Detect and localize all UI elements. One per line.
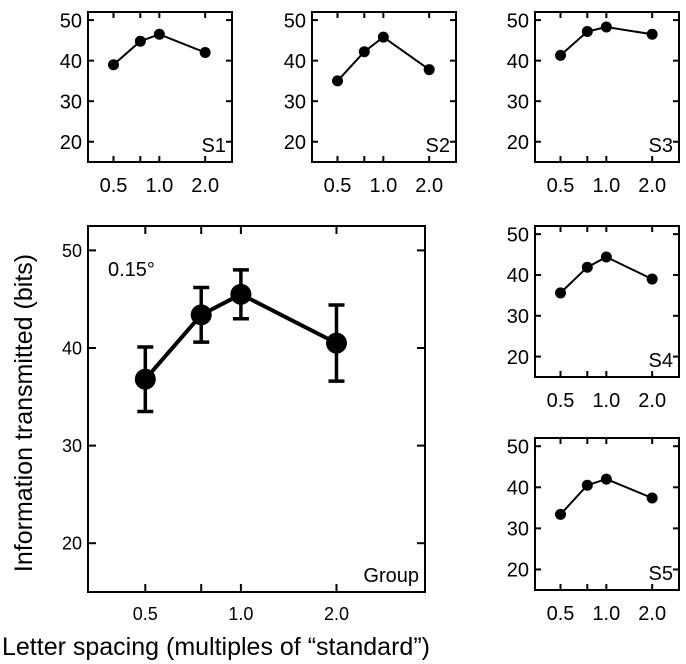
x-tick-label: 1.0 <box>592 175 620 197</box>
data-point <box>581 479 593 491</box>
series-line <box>143 292 338 381</box>
y-tick-label: 50 <box>60 10 82 32</box>
data-point <box>332 75 344 87</box>
data-point <box>600 251 612 263</box>
x-tick-label: 2.0 <box>191 175 219 197</box>
x-tick-label: 2.0 <box>638 603 666 625</box>
y-tick-label: 40 <box>60 51 82 73</box>
data-point <box>358 46 370 58</box>
series-line <box>559 25 653 57</box>
panel-s1: 20 30 40 50 0.5 1.0 2.0 S1 <box>60 10 233 197</box>
x-tick-label: 0.5 <box>547 175 575 197</box>
y-tick-label: 50 <box>284 10 306 32</box>
y-tick-label: 20 <box>507 560 529 582</box>
data-point <box>153 28 165 40</box>
data-point <box>600 21 612 33</box>
panel-label: Group <box>363 565 419 587</box>
x-tick-label: 0.5 <box>547 390 575 412</box>
x-tick-label: 2.0 <box>324 604 349 624</box>
chart-panels: 20 30 40 50 0.5 1.0 2.0 Group 0.15° 20 30 40 50 0.5 1.… <box>60 10 680 625</box>
x-tick-label: 1.0 <box>592 603 620 625</box>
y-tick-label: 30 <box>507 91 529 113</box>
x-tick-label: 1.0 <box>592 390 620 412</box>
y-tick-label: 20 <box>507 347 529 369</box>
series-line <box>336 35 430 82</box>
x-tick-label: 1.0 <box>228 604 253 624</box>
x-tick-label: 0.5 <box>547 603 575 625</box>
y-tick-label: 20 <box>60 132 82 154</box>
panel-s3: 20 30 40 50 0.5 1.0 2.0 S3 <box>507 10 680 197</box>
x-tick-label: 1.0 <box>369 175 397 197</box>
data-point <box>230 283 252 305</box>
data-point <box>581 261 593 273</box>
data-point <box>555 287 567 299</box>
panel-label: S5 <box>649 563 673 585</box>
y-tick-label: 50 <box>507 224 529 246</box>
series-line <box>559 478 653 516</box>
series-line <box>112 33 206 66</box>
x-tick-label: 2.0 <box>638 175 666 197</box>
data-point <box>199 47 211 59</box>
y-tick-label: 30 <box>62 436 82 456</box>
data-point <box>134 368 156 390</box>
x-tick-label: 2.0 <box>415 175 443 197</box>
figure-y-axis-label: Information transmitted (bits) <box>10 254 38 572</box>
series-line <box>559 255 653 294</box>
data-point <box>190 304 212 326</box>
y-tick-label: 40 <box>507 51 529 73</box>
x-tick-label: 1.0 <box>145 175 173 197</box>
y-tick-label: 20 <box>62 534 82 554</box>
panel-label: S2 <box>426 135 450 157</box>
data-point <box>555 508 567 520</box>
plot-frame <box>87 225 426 593</box>
data-point <box>646 492 658 504</box>
data-point <box>555 49 567 61</box>
data-point <box>423 64 435 76</box>
data-point <box>108 59 120 71</box>
panel-group: 20 30 40 50 0.5 1.0 2.0 Group 0.15° <box>62 225 426 624</box>
y-tick-label: 40 <box>284 51 306 73</box>
data-point <box>325 332 347 354</box>
panel-label: S4 <box>649 350 673 372</box>
y-tick-label: 20 <box>284 132 306 154</box>
data-point <box>377 31 389 43</box>
data-point <box>600 473 612 485</box>
data-point <box>134 35 146 47</box>
x-tick-label: 0.5 <box>100 175 128 197</box>
eccentricity-annotation: 0.15° <box>108 259 155 281</box>
y-tick-label: 30 <box>507 306 529 328</box>
y-tick-label: 20 <box>507 132 529 154</box>
x-tick-label: 0.5 <box>133 604 158 624</box>
panel-label: S1 <box>202 135 226 157</box>
y-tick-label: 40 <box>507 265 529 287</box>
data-point <box>646 28 658 40</box>
y-tick-label: 30 <box>284 91 306 113</box>
panel-s4: 20 30 40 50 0.5 1.0 2.0 S4 <box>507 224 680 412</box>
figure-x-axis-label: Letter spacing (multiples of “standard”) <box>2 633 430 661</box>
y-tick-label: 40 <box>507 477 529 499</box>
y-tick-label: 50 <box>507 10 529 32</box>
data-point <box>646 273 658 285</box>
panel-label: S3 <box>649 135 673 157</box>
y-tick-label: 30 <box>507 519 529 541</box>
x-tick-label: 2.0 <box>638 390 666 412</box>
y-tick-label: 50 <box>62 241 82 261</box>
y-tick-label: 30 <box>60 91 82 113</box>
y-tick-label: 50 <box>507 436 529 458</box>
panel-s5: 20 30 40 50 0.5 1.0 2.0 S5 <box>507 436 680 625</box>
data-point <box>581 25 593 37</box>
panel-s2: 20 30 40 50 0.5 1.0 2.0 S2 <box>284 10 457 197</box>
x-tick-label: 0.5 <box>324 175 352 197</box>
y-tick-label: 40 <box>62 338 82 358</box>
